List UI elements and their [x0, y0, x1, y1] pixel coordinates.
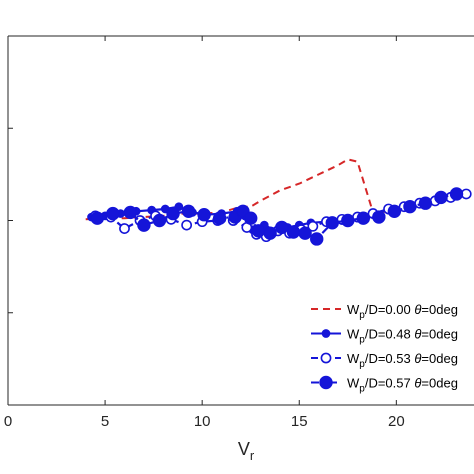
legend: Wp/D=0.00 θ=0deg Wp/D=0.48 θ=0deg Wp/D=0.5…	[311, 302, 458, 395]
series-4-point	[275, 220, 289, 235]
legend-label: Wp/D=0.48 θ=0deg	[347, 327, 458, 346]
x-axis-label-main: V	[238, 439, 250, 459]
x-axis-label: Vr	[238, 439, 255, 463]
x-axis-label-sub: r	[250, 448, 255, 463]
legend-entry: Wp/D=0.00 θ=0deg	[311, 302, 458, 321]
series-4-point	[212, 211, 227, 225]
series-4-point	[418, 196, 433, 210]
series-4-point	[449, 187, 464, 201]
series-4-point	[372, 210, 386, 224]
series-4-point	[137, 218, 151, 232]
legend-label: Wp/D=0.57 θ=0deg	[347, 376, 458, 395]
series-3-point	[119, 223, 130, 234]
series-4-point	[403, 199, 417, 214]
series-layer	[85, 158, 472, 246]
series-4-point	[434, 190, 448, 205]
series-4-point	[244, 211, 258, 225]
series-3-point	[307, 220, 319, 232]
legend-swatch-marker	[319, 375, 333, 390]
legend-entry: Wp/D=0.48 θ=0deg	[311, 327, 458, 346]
axes-layer: 0 5 10 15 20	[4, 35, 474, 430]
x-tick-label: 20	[388, 413, 405, 430]
legend-entry: Wp/D=0.53 θ=0deg	[311, 351, 458, 370]
series-4-point	[310, 232, 324, 246]
series-4-point	[325, 216, 339, 230]
x-tick-label: 10	[194, 413, 211, 430]
legend-label: Wp/D=0.00 θ=0deg	[347, 302, 458, 321]
series-4-point	[286, 225, 301, 239]
legend-entry: Wp/D=0.57 θ=0deg	[311, 376, 458, 395]
series-4-point	[197, 208, 211, 222]
series-4-point	[90, 211, 105, 225]
series-3-point	[181, 219, 193, 231]
series-4-point	[298, 226, 312, 240]
legend-swatch-marker	[321, 329, 331, 338]
series-4-point	[341, 213, 355, 228]
legend-swatch-marker	[320, 352, 332, 364]
legend-label: Wp/D=0.53 θ=0deg	[347, 351, 458, 370]
series-4-point	[106, 206, 120, 221]
series-4-point	[181, 204, 196, 218]
series-4-point	[251, 224, 266, 238]
x-tick-label: 15	[291, 413, 308, 430]
x-tick-label: 0	[4, 413, 12, 430]
series-4-point	[123, 205, 138, 220]
series-4-point	[387, 204, 402, 218]
x-tick-label: 5	[101, 413, 109, 430]
series-4-point	[356, 211, 371, 225]
series-4-point	[166, 206, 180, 221]
series-4	[90, 187, 464, 246]
series-4-point	[152, 213, 167, 228]
series-4-point	[263, 226, 277, 240]
